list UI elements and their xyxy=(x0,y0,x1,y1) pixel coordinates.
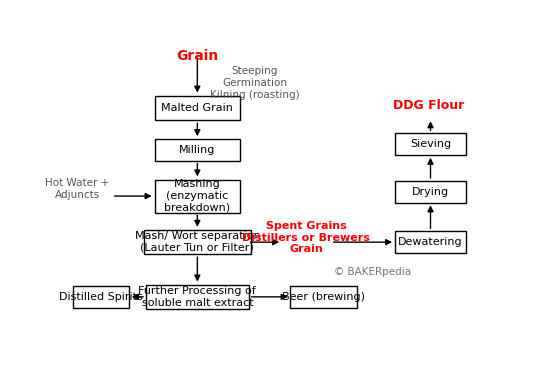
Text: Malted Grain: Malted Grain xyxy=(161,103,233,113)
Text: Grain: Grain xyxy=(176,49,219,63)
Bar xyxy=(395,232,466,253)
Text: Milling: Milling xyxy=(179,145,215,155)
Text: Distilled Spirits: Distilled Spirits xyxy=(59,292,143,302)
Text: Mash/ Wort separation
(Lauter Tun or Filter): Mash/ Wort separation (Lauter Tun or Fil… xyxy=(135,232,260,253)
Text: DDG Flour: DDG Flour xyxy=(392,99,464,112)
Text: Drying: Drying xyxy=(412,187,449,197)
Text: Dewatering: Dewatering xyxy=(398,237,463,247)
Bar xyxy=(155,139,240,161)
Bar xyxy=(395,134,466,155)
Text: Beer (brewing): Beer (brewing) xyxy=(282,292,365,302)
Bar xyxy=(146,285,248,309)
Text: Mashing
(enzymatic
breakdown): Mashing (enzymatic breakdown) xyxy=(164,180,230,213)
Bar xyxy=(290,286,357,308)
Text: Further Processing of
soluble malt extract: Further Processing of soluble malt extra… xyxy=(139,286,256,308)
Text: Spent Grains
Distillers or Brewers
Grain: Spent Grains Distillers or Brewers Grain xyxy=(242,221,370,254)
Bar xyxy=(155,96,240,120)
Bar xyxy=(73,286,129,308)
Bar xyxy=(395,181,466,203)
Bar xyxy=(155,180,240,213)
Text: Steeping
Germination
Kilning (roasting): Steeping Germination Kilning (roasting) xyxy=(210,67,300,100)
Text: Hot Water +
Adjuncts: Hot Water + Adjuncts xyxy=(45,178,110,200)
Text: Sieving: Sieving xyxy=(410,139,451,149)
Bar xyxy=(144,230,251,254)
Text: © BAKERpedia: © BAKERpedia xyxy=(335,267,411,278)
